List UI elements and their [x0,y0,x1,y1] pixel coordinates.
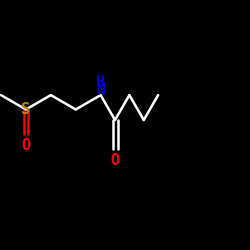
Text: O: O [21,138,30,153]
Text: N: N [96,83,105,98]
Text: O: O [110,153,120,168]
Text: H: H [96,74,105,90]
Text: S: S [21,102,30,117]
